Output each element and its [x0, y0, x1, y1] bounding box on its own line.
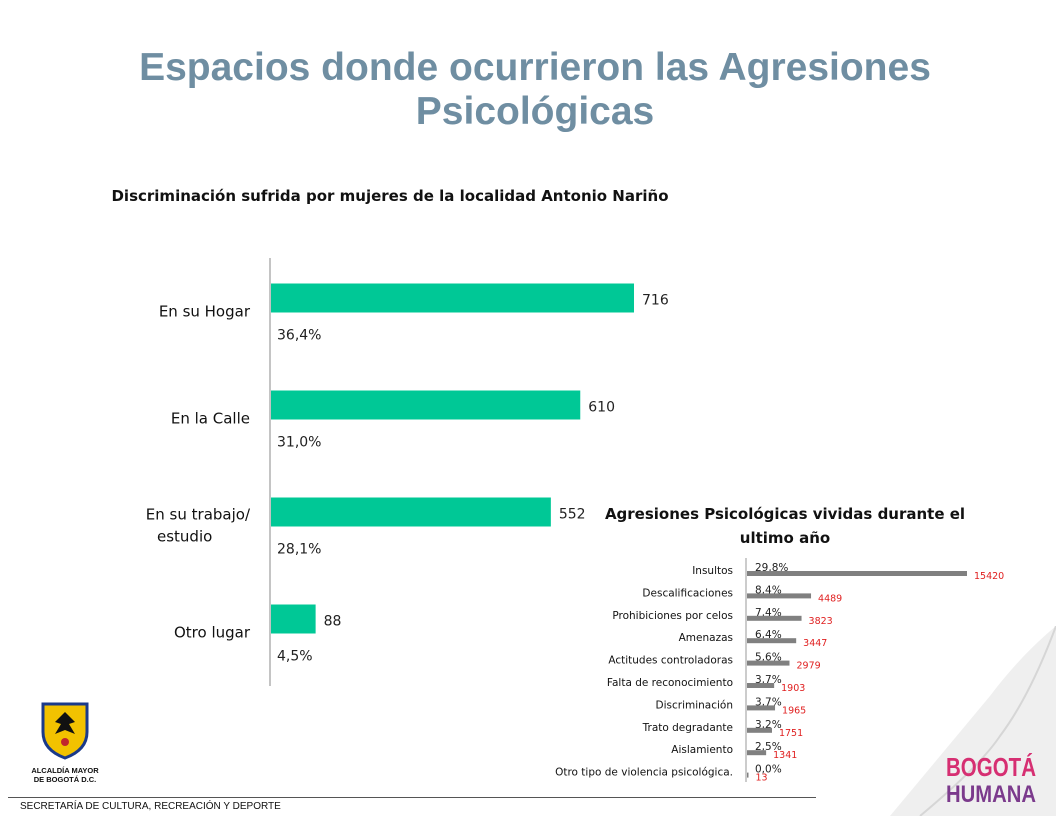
chart2-category-label: Otro tipo de violencia psicológica. — [555, 767, 733, 779]
chart2-bar — [747, 615, 802, 621]
chart2-category-label: Actitudes controladoras — [608, 655, 733, 667]
chart1-category-label: En la Calle — [171, 410, 250, 428]
chart1-title: Discriminación sufrida por mujeres de la… — [111, 187, 669, 205]
chart2-bar — [747, 638, 797, 644]
chart1-value-label: 552 — [559, 507, 586, 523]
footer-divider — [8, 797, 816, 798]
chart1-svg: 716 36,4% En su Hogar 610 31,0% En la Calle 55… — [146, 258, 669, 686]
chart2-bar — [747, 593, 812, 599]
footer-text: SECRETARÍA DE CULTURA, RECREACIÓN Y DEPO… — [20, 801, 281, 812]
coat-of-arms-icon — [41, 702, 89, 760]
chart1-percent-label: 36,4% — [277, 328, 321, 344]
chart2-value-label: 13 — [756, 773, 768, 784]
chart1-category-label: En su Hogar — [159, 303, 251, 321]
chart2-value-label: 2979 — [797, 661, 821, 672]
chart2-bar — [747, 571, 967, 576]
chart2-category-label: Insultos — [692, 565, 733, 577]
chart2-bar — [747, 727, 772, 733]
alcaldia-logo-text: ALCALDÍA MAYOR DE BOGOTÁ D.C. — [31, 766, 99, 784]
alcaldia-logo: ALCALDÍA MAYOR DE BOGOTÁ D.C. — [10, 700, 120, 784]
chart2-category-label: Discriminación — [656, 699, 733, 711]
chart2-title: Agresiones Psicológicas vividas durante … — [604, 505, 966, 547]
chart2-value-label: 4489 — [818, 593, 842, 604]
chart1-category-label: En su trabajo/ — [146, 506, 251, 524]
chart2-percent-label: 7,4% — [755, 607, 782, 619]
chart1-bar — [271, 497, 551, 527]
chart2-value-label: 1965 — [782, 705, 806, 716]
chart2-percent-label: 0,0% — [755, 764, 782, 776]
chart2-value-label: 1751 — [779, 728, 803, 739]
chart2-category-label: Trato degradante — [642, 722, 733, 734]
page-curl-icon — [890, 626, 1056, 816]
chart2-value-label: 15420 — [974, 571, 1004, 582]
humana-logo-text: HUMANA — [946, 781, 1036, 808]
chart2-category-label: Falta de reconocimiento — [607, 677, 733, 689]
chart2-category-label: Amenazas — [679, 632, 733, 644]
chart1-category-label: Otro lugar — [174, 624, 251, 642]
bogota-logo-text: BOGOTÁ — [946, 752, 1036, 782]
chart1-bar — [271, 604, 316, 634]
chart2-percent-label: 3,2% — [755, 719, 782, 731]
chart1-bar — [271, 283, 634, 313]
chart2-bar — [747, 660, 790, 666]
chart1-value-label: 716 — [642, 293, 669, 309]
chart2-category-label: Descalificaciones — [642, 587, 733, 599]
bogota-humana-logo: BOGOTÁ HUMANA — [944, 750, 1040, 812]
chart1-percent-label: 31,0% — [277, 435, 321, 451]
chart2-category-label: Aislamiento — [671, 744, 733, 756]
chart1-percent-label: 28,1% — [277, 542, 321, 558]
chart2-bar — [747, 772, 749, 778]
chart2-value-label: 3823 — [809, 616, 833, 627]
chart2-percent-label: 5,6% — [755, 652, 782, 664]
chart2-bar — [747, 683, 775, 688]
chart2-value-label: 3447 — [803, 638, 827, 649]
chart2-bar — [747, 750, 767, 756]
chart1-value-label: 88 — [324, 614, 342, 630]
slide-title: Espacios donde ocurrieron las Agresiones… — [139, 46, 931, 133]
chart1-bar — [271, 390, 581, 420]
chart1-category-label: estudio — [157, 528, 212, 546]
chart2-bar — [747, 705, 776, 711]
chart2-value-label: 1903 — [781, 683, 805, 694]
chart2-category-label: Prohibiciones por celos — [612, 610, 733, 622]
chart1-value-label: 610 — [588, 400, 615, 416]
chart1-percent-label: 4,5% — [277, 649, 313, 665]
chart2-value-label: 1341 — [773, 750, 797, 761]
